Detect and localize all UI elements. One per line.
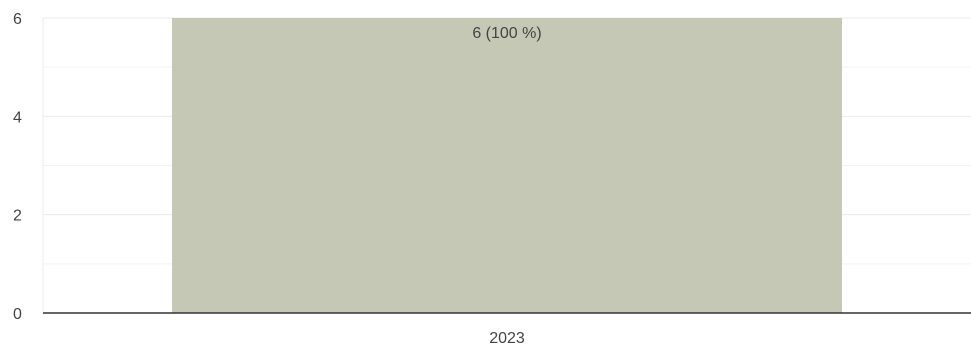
bar-layer	[171, 18, 843, 313]
x-tick-label: 2023	[489, 330, 525, 347]
y-tick-label: 4	[13, 109, 22, 126]
y-tick-label: 2	[13, 208, 22, 225]
y-tick-label: 0	[13, 306, 22, 323]
label-layer: 0 2 4 6 6 (100 %) 2023	[13, 11, 542, 347]
y-tick-label: 6	[13, 11, 22, 28]
bar	[171, 18, 843, 313]
axis-layer	[42, 18, 971, 314]
bar-data-label: 6 (100 %)	[472, 25, 541, 42]
